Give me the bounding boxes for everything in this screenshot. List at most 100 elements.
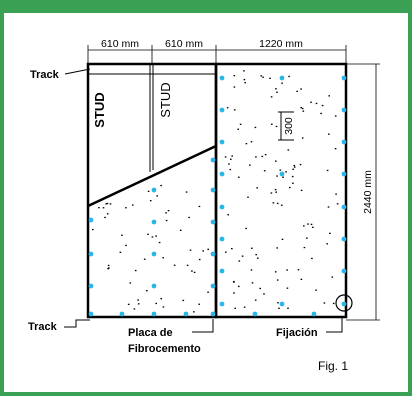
fastener-dot	[210, 251, 216, 257]
fastener-dot	[183, 311, 189, 317]
texture-speck	[303, 225, 305, 227]
texture-speck	[332, 302, 335, 305]
texture-speck	[243, 306, 246, 308]
panel-label-line1: Placa de	[128, 327, 173, 339]
texture-speck	[276, 202, 279, 205]
texture-speck	[233, 109, 236, 111]
texture-speck	[292, 168, 294, 170]
texture-speck	[274, 189, 277, 191]
texture-speck	[321, 104, 324, 107]
texture-speck	[280, 204, 283, 206]
texture-speck	[158, 241, 161, 244]
fastener-dot	[210, 219, 216, 225]
texture-speck	[291, 175, 294, 178]
fastener-dot	[341, 204, 347, 210]
panel-label-line2: Fibrocemento	[128, 343, 201, 355]
track-bottom-leader	[64, 319, 90, 328]
texture-speck	[281, 82, 283, 84]
texture-speck	[228, 163, 230, 165]
fastener-dot	[279, 75, 285, 81]
texture-speck	[254, 126, 257, 129]
texture-speck	[165, 219, 168, 222]
texture-speck	[312, 226, 314, 228]
texture-speck	[297, 269, 300, 271]
texture-speck	[155, 302, 157, 305]
texture-speck	[323, 302, 326, 304]
texture-speck	[147, 233, 149, 235]
fastener-dot	[252, 311, 258, 317]
texture-speck	[334, 148, 337, 150]
fastener-label: Fijación	[276, 327, 318, 339]
fastener-dot	[341, 236, 347, 242]
texture-speck	[263, 293, 265, 295]
fastener-dots	[88, 75, 347, 317]
texture-speck	[275, 125, 278, 128]
fastener-dot	[219, 204, 225, 210]
right-panel	[214, 62, 348, 319]
fastener-dot	[279, 171, 285, 177]
texture-speck	[125, 207, 127, 209]
texture-speck	[226, 107, 229, 109]
texture-speck	[292, 182, 294, 184]
texture-speck	[263, 170, 266, 172]
texture-speck	[276, 175, 278, 177]
track-bottom-label: Track	[28, 321, 58, 333]
texture-speck	[234, 307, 236, 309]
fastener-dot	[151, 219, 157, 225]
fastener-dot	[219, 301, 225, 307]
texture-speck	[276, 247, 278, 249]
texture-speck	[241, 255, 244, 257]
texture-speck	[107, 268, 109, 270]
texture-speck	[320, 112, 322, 115]
texture-speck	[274, 271, 277, 273]
fastener-dot	[88, 311, 94, 317]
texture-speck	[104, 216, 106, 219]
texture-speck	[303, 246, 306, 249]
texture-speck	[251, 282, 254, 284]
texture-speck	[331, 276, 334, 278]
texture-speck	[106, 213, 109, 215]
texture-speck	[106, 202, 109, 205]
fastener-dot	[341, 75, 347, 81]
texture-speck	[231, 248, 233, 250]
texture-speck	[107, 264, 110, 267]
texture-speck	[306, 237, 308, 239]
texture-speck	[224, 156, 227, 158]
texture-speck	[98, 207, 100, 209]
fastener-dot	[210, 187, 216, 193]
texture-speck	[275, 191, 277, 193]
texture-speck	[151, 236, 154, 238]
fastener-dot	[279, 301, 285, 307]
texture-speck	[326, 243, 328, 245]
texture-speck	[198, 303, 200, 305]
texture-speck	[243, 79, 246, 81]
texture-speck	[315, 289, 317, 291]
texture-speck	[132, 204, 134, 206]
panel-label-leader	[192, 319, 214, 333]
texture-speck	[289, 186, 291, 189]
texture-speck	[264, 154, 267, 156]
texture-speck	[119, 251, 122, 253]
texture-speck	[146, 290, 148, 292]
texture-speck	[92, 228, 94, 231]
figure-label: Fig. 1	[318, 359, 348, 373]
fastener-dot	[311, 311, 317, 317]
texture-speck	[179, 229, 182, 231]
dim-top-left: 610 mm	[101, 38, 139, 50]
texture-speck	[256, 187, 258, 189]
texture-speck	[285, 171, 287, 173]
texture-speck	[329, 232, 331, 234]
fastener-dot	[151, 283, 157, 289]
texture-speck	[261, 155, 264, 158]
texture-speck	[137, 303, 140, 305]
texture-speck	[162, 306, 165, 308]
texture-speck	[147, 190, 150, 192]
fastener-leader	[326, 318, 343, 333]
texture-speck	[328, 95, 330, 97]
fastener-dot	[151, 187, 157, 193]
texture-speck	[307, 223, 309, 225]
texture-speck	[293, 166, 296, 168]
texture-speck	[310, 223, 313, 225]
texture-speck	[127, 303, 130, 305]
